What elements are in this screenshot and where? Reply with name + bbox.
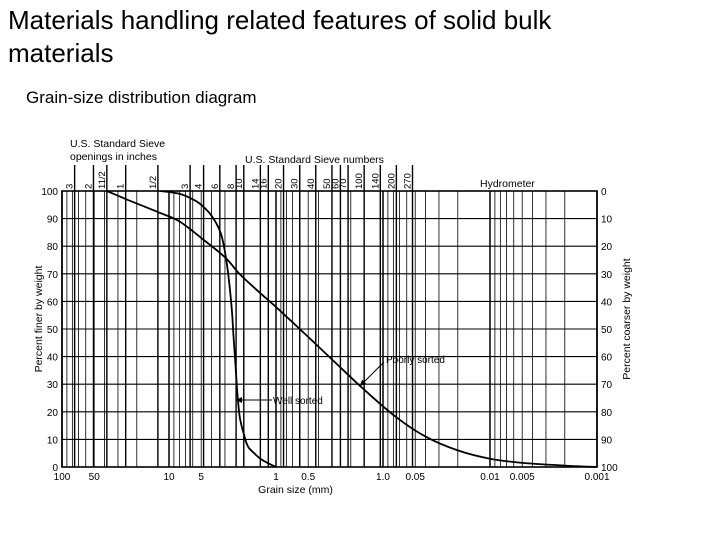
y-tick-label-left: 60 (47, 297, 59, 308)
x-tick-label: 0.05 (405, 472, 425, 483)
slide-title: Materials handling related features of s… (8, 5, 552, 68)
sieve-tick-label: 4 (194, 184, 205, 189)
series-line-well-sorted (160, 190, 277, 468)
y-tick-label-left: 90 (47, 215, 59, 226)
y-tick-label-right: 20 (601, 242, 613, 253)
y-tick-label-right: 80 (601, 408, 613, 419)
y-tick-label-right: 30 (601, 270, 613, 281)
x-tick-label: 1 (273, 472, 279, 483)
y-tick-label-right: 60 (601, 353, 613, 364)
sieve-tick-label: 20 (274, 178, 285, 189)
header-sieve-numbers: U.S. Standard Sieve numbers (245, 154, 384, 166)
chart-frame (61, 190, 598, 468)
sieve-tick-label: 14 (250, 178, 261, 189)
annotation-arrowhead (236, 397, 242, 403)
chart-grid-major (61, 190, 598, 468)
x-axis-label: Grain size (mm) (258, 484, 333, 496)
annotation-poorly-sorted: Poorly sorted (386, 355, 445, 366)
x-tick-label: 100 (54, 472, 71, 483)
y-tick-label-left: 0 (52, 463, 58, 474)
chart-subtitle: Grain-size distribution diagram (26, 88, 257, 107)
y-axis-label-right: Percent coarser by weight (621, 258, 633, 379)
y-tick-label-right: 100 (601, 463, 618, 474)
y-tick-label-right: 40 (601, 297, 613, 308)
y-tick-label-right: 90 (601, 435, 613, 446)
header-sieve-openings-line1: U.S. Standard Sieve (70, 138, 165, 150)
sieve-tick-label: 8 (226, 184, 237, 189)
sieve-tick-label: 60 (330, 178, 341, 189)
sieve-tick-label: 270 (403, 173, 414, 189)
y-tick-label-left: 30 (47, 380, 59, 391)
y-tick-label-right: 0 (601, 187, 607, 198)
sieve-tick-label: 3 (180, 184, 191, 189)
series-layer (106, 190, 598, 468)
sieve-tick-label: 1/2 (148, 176, 159, 189)
y-tick-label-left: 50 (47, 325, 59, 336)
sieve-tick-label: 10 (234, 178, 245, 189)
x-tick-label: 1.0 (376, 472, 390, 483)
y-tick-label-right: 50 (601, 325, 613, 336)
x-tick-label: 0.01 (480, 472, 500, 483)
x-tick-label: 50 (89, 472, 101, 483)
y-tick-label-left: 80 (47, 242, 59, 253)
y-tick-label-left: 10 (47, 435, 59, 446)
annotation-arrowhead (360, 379, 367, 386)
sieve-tick-label: 200 (386, 173, 397, 189)
y-tick-label-right: 70 (601, 380, 613, 391)
y-axis-label-left: Percent finer by weight (33, 266, 45, 373)
x-tick-label: 0.001 (584, 472, 609, 483)
sieve-tick-label: 70 (338, 178, 349, 189)
sieve-tick-label: 2 (83, 184, 94, 189)
y-tick-label-right: 10 (601, 215, 613, 226)
y-tick-label-left: 100 (41, 187, 58, 198)
header-hydrometer: Hydrometer (480, 178, 535, 190)
sieve-tick-label: 3 (65, 184, 76, 189)
sieve-tick-label: 11/2 (97, 171, 108, 189)
sieve-tick-label: 140 (370, 173, 381, 189)
x-tick-label: 0.5 (301, 472, 315, 483)
annotation-well-sorted: Well sorted (273, 396, 323, 407)
x-tick-label: 10 (163, 472, 175, 483)
y-tick-label-left: 20 (47, 408, 59, 419)
y-tick-label-left: 40 (47, 353, 59, 364)
x-tick-label: 0.005 (510, 472, 535, 483)
sieve-tick-label: 6 (210, 184, 221, 189)
label-layer: U.S. Standard Sieve openings in inches U… (33, 138, 633, 496)
y-tick-label-left: 70 (47, 270, 59, 281)
sieve-tick-label: 50 (322, 178, 333, 189)
sieve-tick-label: 16 (258, 178, 269, 189)
sieve-tick-label: 40 (306, 178, 317, 189)
header-sieve-openings-line2: openings in inches (70, 151, 157, 163)
sieve-tick-label: 30 (290, 178, 301, 189)
sieve-tick-label: 100 (354, 173, 365, 189)
sieve-tick-label: 1 (116, 184, 127, 189)
x-tick-label: 5 (198, 472, 204, 483)
series-line-poorly-sorted (106, 190, 598, 468)
